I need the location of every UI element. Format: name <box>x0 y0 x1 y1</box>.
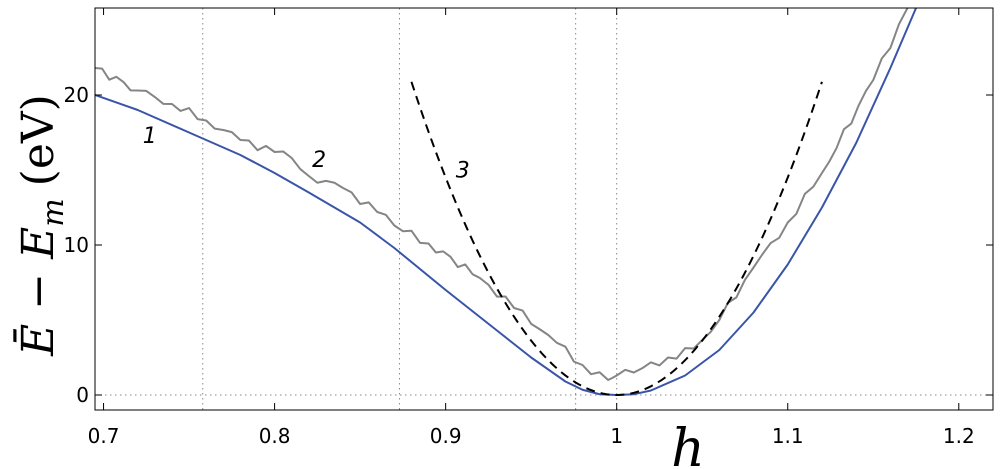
series-line-2 <box>95 8 909 381</box>
y-tick-label: 10 <box>64 233 89 257</box>
x-tick-label: 1.2 <box>943 424 975 448</box>
series-line-3 <box>410 81 823 396</box>
y-axis-title-sub: m <box>36 198 71 226</box>
x-tick-label: 1.1 <box>772 424 804 448</box>
y-axis-title-unit: (eV) <box>13 94 64 186</box>
y-tick-label: 20 <box>64 83 89 107</box>
curve-label-3: 3 <box>456 159 470 184</box>
x-axis-title: h <box>671 419 705 469</box>
series-group <box>95 8 917 396</box>
annotation-layer: 1 2 3 <box>143 124 470 184</box>
reference-lines <box>95 8 993 410</box>
y-axis-title-main: Ē − E <box>12 227 64 357</box>
x-tick-label: 0.8 <box>259 424 291 448</box>
x-tick-label: 0.9 <box>430 424 462 448</box>
curve-label-1: 1 <box>143 124 157 149</box>
y-tick-label: 0 <box>76 383 89 407</box>
y-axis-title: Ē − Em (eV) <box>12 94 71 357</box>
curve-label-2: 2 <box>312 148 326 173</box>
x-tick-label: 1 <box>610 424 623 448</box>
tick-layer: 0.7 0.8 0.9 1 1.1 1.2 0 10 20 <box>64 8 993 448</box>
series-line-1 <box>95 8 917 396</box>
plot-frame <box>94 7 994 411</box>
svg-text:Ē − Em(eV): Ē − Em (eV) <box>12 94 71 357</box>
x-tick-label: 0.7 <box>88 424 120 448</box>
series-layer <box>95 8 917 396</box>
